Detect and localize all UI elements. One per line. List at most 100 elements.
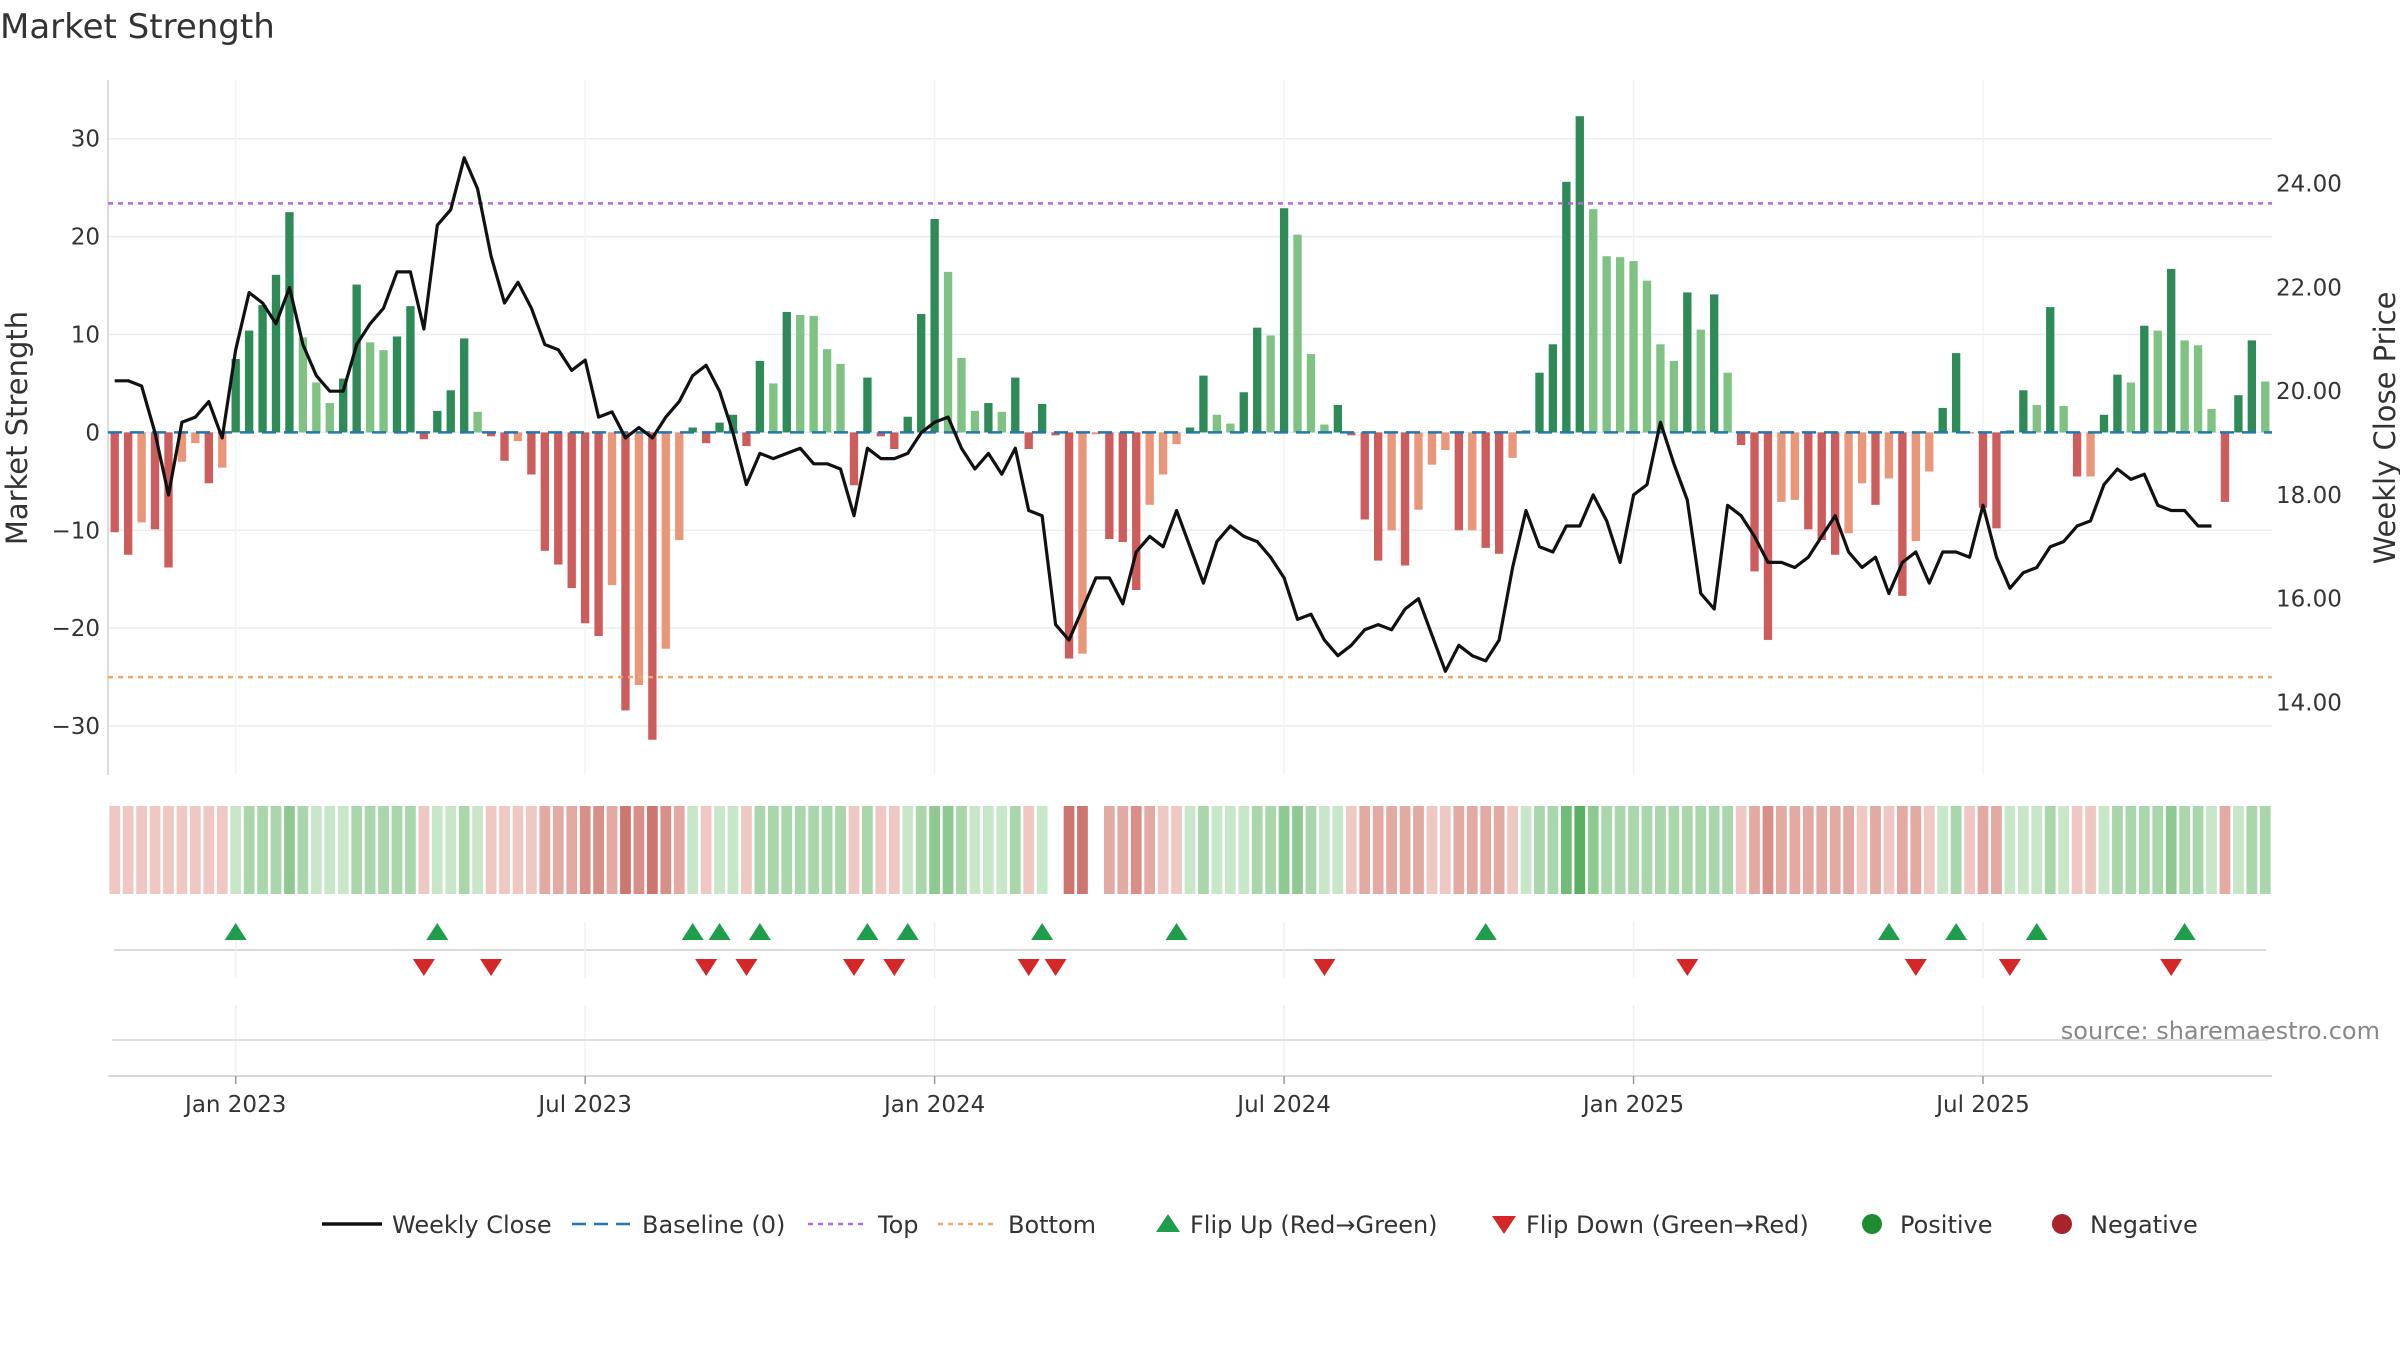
strip-cell-136 [1937, 806, 1949, 894]
bar-117 [1683, 292, 1692, 433]
bar-11 [258, 305, 267, 433]
bar-145 [2059, 405, 2068, 433]
bar-1 [123, 432, 133, 555]
y-left-tick-3: 0 [85, 420, 100, 446]
flip-down-marker-0 [412, 959, 435, 976]
strip-cell-144 [2044, 806, 2056, 894]
strength-bars [110, 116, 2270, 740]
bar-89 [1306, 354, 1316, 433]
bar-61 [930, 219, 939, 433]
bar-119 [1710, 294, 1719, 433]
x-tick-label-4: Jan 2025 [1581, 1092, 1684, 1118]
bar-39 [634, 432, 644, 685]
strip-cell-122 [1749, 806, 1760, 894]
bar-63 [957, 358, 966, 433]
strip-cell-1 [122, 806, 134, 894]
legend-label: Top [877, 1211, 919, 1239]
bar-40 [648, 432, 657, 740]
strip-cell-35 [579, 806, 591, 894]
strip-cell-127 [1816, 806, 1828, 894]
strip-cell-96 [1399, 806, 1411, 894]
strip-cell-37 [606, 806, 618, 894]
strip-cell-142 [2017, 806, 2029, 894]
bar-37 [607, 432, 617, 586]
strip-cell-158 [2233, 806, 2244, 894]
strip-cell-77 [1144, 806, 1156, 894]
strip-cell-40 [646, 806, 658, 894]
bar-97 [1414, 432, 1423, 510]
flip-up-marker-0 [224, 923, 247, 940]
x-tick-label-1: Jul 2023 [536, 1092, 632, 1118]
strip-cell-92 [1345, 806, 1357, 894]
strip-cell-124 [1776, 806, 1787, 894]
bar-33 [554, 432, 563, 565]
left-y-tick-labels: 30 20 10 0 −10 −20 −30 [51, 127, 100, 740]
strip-cell-83 [1224, 806, 1236, 894]
bar-144 [2046, 307, 2055, 433]
strip-cell-4 [163, 806, 174, 894]
bar-20 [379, 350, 388, 433]
strip-cell-160 [2259, 806, 2271, 894]
legend-label: Weekly Close [392, 1211, 552, 1239]
strip-cell-89 [1305, 806, 1317, 894]
strip-cell-57 [875, 806, 887, 894]
bar-127 [1817, 432, 1826, 541]
bar-64 [970, 410, 980, 433]
strip-cell-74 [1103, 806, 1115, 894]
bar-32 [540, 432, 549, 551]
strip-cell-138 [1964, 806, 1975, 894]
strip-cell-29 [499, 806, 510, 894]
strip-cell-68 [1023, 806, 1035, 894]
strip-cell-22 [405, 806, 416, 894]
flip-up-marker-8 [1165, 923, 1188, 940]
bar-2 [137, 432, 146, 523]
bar-111 [1602, 256, 1611, 433]
strip-cell-0 [109, 806, 121, 894]
strip-cell-72 [1077, 806, 1088, 894]
strip-cell-148 [2098, 806, 2110, 894]
strip-cell-150 [2125, 806, 2137, 894]
bar-137 [1951, 353, 1961, 433]
bar-132 [1884, 432, 1894, 479]
legend-label: Baseline (0) [642, 1211, 785, 1239]
strip-cell-82 [1211, 806, 1223, 894]
strip-cell-19 [364, 806, 376, 894]
bar-90 [1320, 424, 1329, 433]
bar-41 [661, 432, 670, 649]
strip-cell-52 [808, 806, 820, 894]
strip-cell-81 [1198, 806, 1209, 894]
bar-147 [2086, 432, 2095, 477]
bar-84 [1239, 392, 1248, 433]
gridlines [107, 80, 2272, 775]
bar-139 [1978, 432, 1988, 508]
bar-146 [2072, 432, 2082, 477]
legend-item-0: Weekly Close [322, 1211, 552, 1239]
bar-29 [500, 432, 509, 461]
strip-cell-108 [1560, 806, 1572, 894]
bar-103 [1494, 432, 1504, 554]
strip-cell-129 [1843, 806, 1854, 894]
x-tick-label-2: Jan 2024 [882, 1092, 985, 1118]
bar-83 [1226, 423, 1235, 433]
strip-cell-2 [136, 806, 147, 894]
bar-149 [2113, 374, 2122, 433]
bar-4 [164, 432, 173, 568]
strip-cell-140 [1991, 806, 2002, 894]
strip-cell-106 [1534, 806, 1545, 894]
strip-cell-20 [378, 806, 389, 894]
weekly-close-line [114, 156, 2212, 673]
strip-cell-87 [1278, 806, 1290, 894]
right-y-tick-labels: 24.00 22.00 20.00 18.00 16.00 14.00 [2276, 172, 2342, 717]
legend-item-3: Bottom [938, 1211, 1096, 1239]
bar-95 [1387, 432, 1396, 531]
bar-148 [2099, 414, 2109, 433]
strip-cell-16 [324, 806, 336, 894]
strip-cell-36 [593, 806, 604, 894]
bar-31 [527, 432, 536, 475]
strip-cell-115 [1655, 806, 1666, 894]
strip-cell-145 [2058, 806, 2070, 894]
strip-cell-50 [781, 806, 793, 894]
strip-cell-63 [956, 806, 967, 894]
bar-59 [903, 416, 912, 433]
bar-126 [1804, 432, 1813, 530]
